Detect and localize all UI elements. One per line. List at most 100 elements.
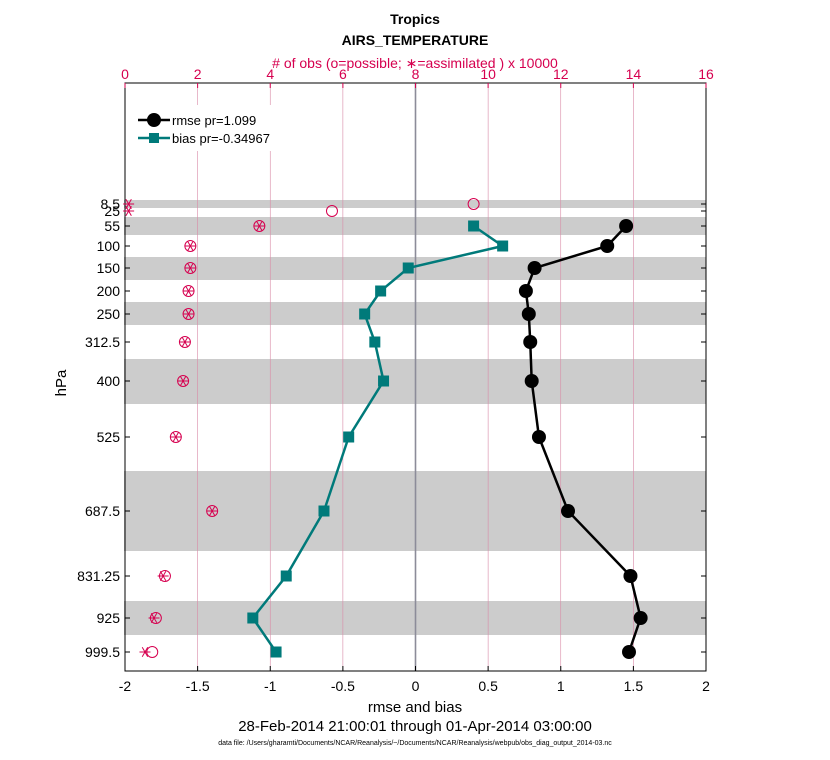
obs-assimilated-stroke [185,285,192,297]
obs-assimilated-marker [206,505,218,517]
rmse-point [527,261,542,275]
legend-rmse-marker [147,113,161,127]
legend-bias-marker [149,133,159,143]
obs-assimilated-marker [139,646,151,658]
bias-point [270,646,282,658]
obs-assimilated-stroke [208,505,216,517]
obs-assimilated-stroke [159,570,167,582]
x-axis-label: rmse and bias [368,699,462,716]
date-range: 28-Feb-2014 21:00:01 through 01-Apr-2014… [238,718,592,735]
x-tick-label: -2 [119,678,132,694]
obs-assimilated-stroke [172,431,180,443]
x-tick-label: 2 [702,678,710,694]
y-tick-label: 250 [97,306,121,322]
obs-assimilated-marker [177,375,189,387]
rmse-point [600,239,615,253]
rmse-point [561,504,576,518]
bias-point [402,262,414,274]
y-tick-label: 925 [97,610,121,626]
obs-assimilated-marker [184,262,196,274]
top-tick-label: 4 [266,66,274,82]
chart-subtitle: AIRS_TEMPERATURE [342,32,489,48]
rmse-line [524,225,642,653]
data-series [247,219,648,659]
bias-point [369,336,381,348]
bias-point [375,285,387,297]
obs-possible-marker [467,198,480,210]
obs-assimilated-marker [253,220,265,232]
rmse-point [518,284,533,298]
legend-box [132,105,292,151]
obs-assimilated-stroke [125,205,132,217]
obs-assimilated-stroke [181,336,189,348]
rmse-point [524,374,539,388]
obs-assimilated-stroke [150,612,158,624]
chart-title: Tropics [390,11,440,27]
bias-point [280,570,292,582]
x-tick-label: -0.5 [331,678,355,694]
obs-assimilated-stroke [141,646,149,658]
obs-assimilated-marker [184,240,196,252]
rmse-point [633,611,648,625]
obs-assimilated-stroke [185,308,192,320]
y-tick-label: 312.5 [85,334,120,350]
legend-bias-label: bias pr=-0.34967 [172,131,270,146]
y-tick-label: 100 [97,238,121,254]
y-tick-label: 55 [104,218,120,234]
rmse-point [521,307,536,321]
rmse-point [622,645,637,659]
y-tick-label: 525 [97,429,121,445]
bias-point [359,308,371,320]
y-tick-label: 8.5 [101,196,121,212]
rmse-point [619,219,634,233]
bias-line [251,224,506,653]
obs-assimilated-marker [183,308,195,320]
y-tick-label: 200 [97,283,121,299]
top-tick-label: 10 [480,66,496,82]
obs-assimilated-marker [123,205,135,217]
x-tick-label: -1 [264,678,277,694]
rmse-point [623,569,638,583]
y-tick-label: 25 [104,203,120,219]
obs-assimilated-marker [157,570,169,582]
top-axis-label: # of obs (o=possible; ∗=assimilated ) x … [272,55,558,71]
obs-assimilated-stroke [179,375,187,387]
obs-assimilated-marker [148,612,160,624]
top-tick-label: 6 [339,66,347,82]
obs-assimilated-marker [183,285,195,297]
obs-assimilated-stroke [187,240,194,252]
y-tick-label: 999.5 [85,644,120,660]
y-tick-label: 831.25 [77,568,120,584]
bias-point [497,240,509,252]
bias-point [247,612,259,624]
x-tick-label: 1 [557,678,565,694]
x-tick-label: 0 [412,678,420,694]
obs-markers [123,198,480,658]
obs-assimilated-marker [170,431,182,443]
bias-point [343,431,355,443]
y-tick-label: 150 [97,260,121,276]
x-tick-label: 1.5 [624,678,644,694]
y-tick-label: 400 [97,373,121,389]
x-tick-label: -1.5 [186,678,210,694]
top-tick-label: 14 [626,66,642,82]
legend-rmse-label: rmse pr=1.099 [172,113,256,128]
data-file-note: data file: /Users/gharamti/Documents/NCA… [218,740,612,747]
bias-point [378,375,390,387]
rmse-point [523,335,538,349]
obs-assimilated-stroke [256,220,263,232]
y-tick-label: 687.5 [85,503,120,519]
top-tick-label: 2 [194,66,202,82]
legend: rmse pr=1.099 bias pr=-0.34967 [132,105,292,151]
bias-point [318,505,330,517]
top-tick-label: 8 [412,66,420,82]
bias-point [468,220,480,232]
x-tick-label: 0.5 [478,678,498,694]
rmse-point [531,430,546,444]
obs-assimilated-stroke [187,262,194,274]
top-tick-label: 16 [698,66,714,82]
y-axis-label: hPa [53,369,70,396]
x-axis-ticks: -2 -1.5 -1 -0.5 0 0.5 1 1.5 2 [119,666,710,694]
